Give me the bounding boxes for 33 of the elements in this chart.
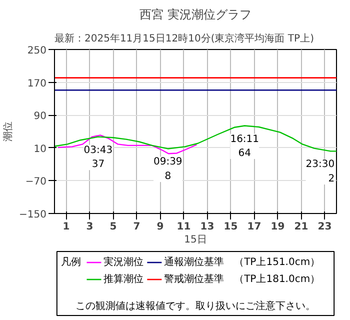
legend-label: 警戒潮位基準 （TP上181.0cm） <box>164 273 320 285</box>
x-tick-label: 21 <box>294 222 308 232</box>
legend-label: 実況潮位 <box>104 256 144 268</box>
x-tick-label: 9 <box>156 222 164 232</box>
y-tick-label: 90 <box>34 111 47 122</box>
x-tick-label: 5 <box>110 222 117 232</box>
x-tick-label: 19 <box>270 222 285 232</box>
y-tick-label: 250 <box>27 46 47 56</box>
x-tick-label: 17 <box>247 222 262 232</box>
y-tick-label: 10 <box>34 144 47 155</box>
annotation: 09:39 8 <box>153 156 182 182</box>
chart-subtitle: 最新：2025年11月15日12時10分(東京湾平均海面 TP上) <box>54 32 314 44</box>
x-tick-label: 15 <box>224 222 238 232</box>
annotation: 03:43 37 <box>84 144 113 170</box>
legend-label: 推算潮位 <box>104 273 144 285</box>
annotation: 16:11 64 <box>230 134 260 160</box>
line-series <box>57 134 198 154</box>
text: この観測値は速報値です。取り扱いにご注意下さい。 <box>76 300 316 312</box>
chart-title: 西宮 実況潮位グラフ <box>140 8 252 22</box>
y-tick-label: −70 <box>25 176 47 188</box>
x-tick-label: 7 <box>133 222 140 232</box>
x-axis-title: 15日 <box>184 234 207 246</box>
y-tick-label: −150 <box>19 210 47 220</box>
x-tick-label: 11 <box>176 222 191 232</box>
y-axis-title: 潮位 <box>2 122 14 142</box>
x-tick-label: 13 <box>200 222 214 232</box>
x-tick-label: 1 <box>62 222 70 232</box>
annotation: 23:30 2 <box>306 159 335 184</box>
x-tick-label: 3 <box>86 222 94 232</box>
y-tick-label: 170 <box>27 78 47 90</box>
legend-title: 凡例 <box>60 257 81 268</box>
x-tick-label: 23 <box>318 222 332 232</box>
legend-label: 通報潮位基準 （TP上151.0cm） <box>164 256 320 268</box>
